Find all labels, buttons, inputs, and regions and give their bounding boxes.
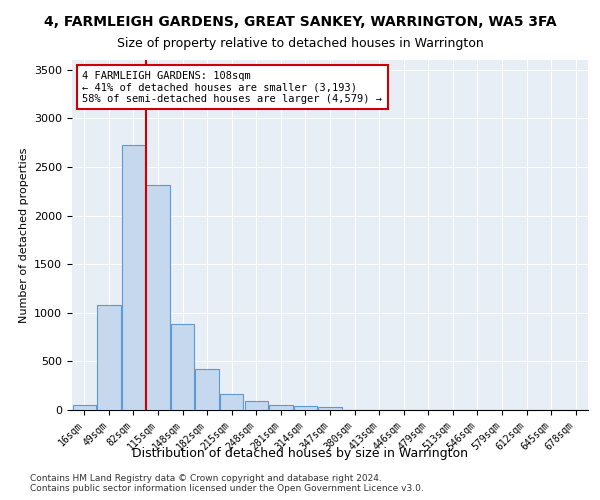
Bar [146,186,170,410]
Bar [196,369,219,410]
Text: Distribution of detached houses by size in Warrington: Distribution of detached houses by size … [132,448,468,460]
Bar [269,404,293,410]
Text: Contains public sector information licensed under the Open Government Licence v3: Contains public sector information licen… [30,484,424,493]
Bar [319,407,341,410]
Bar [97,305,121,410]
Text: Size of property relative to detached houses in Warrington: Size of property relative to detached ho… [116,38,484,51]
Bar [220,394,244,410]
Bar [73,405,96,410]
Bar [171,324,194,410]
Bar [122,144,145,410]
Text: 4 FARMLEIGH GARDENS: 108sqm
← 41% of detached houses are smaller (3,193)
58% of : 4 FARMLEIGH GARDENS: 108sqm ← 41% of det… [82,70,382,104]
Bar [294,406,317,410]
Y-axis label: Number of detached properties: Number of detached properties [19,148,29,322]
Bar [245,401,268,410]
Text: 4, FARMLEIGH GARDENS, GREAT SANKEY, WARRINGTON, WA5 3FA: 4, FARMLEIGH GARDENS, GREAT SANKEY, WARR… [44,15,556,29]
Text: Contains HM Land Registry data © Crown copyright and database right 2024.: Contains HM Land Registry data © Crown c… [30,474,382,483]
